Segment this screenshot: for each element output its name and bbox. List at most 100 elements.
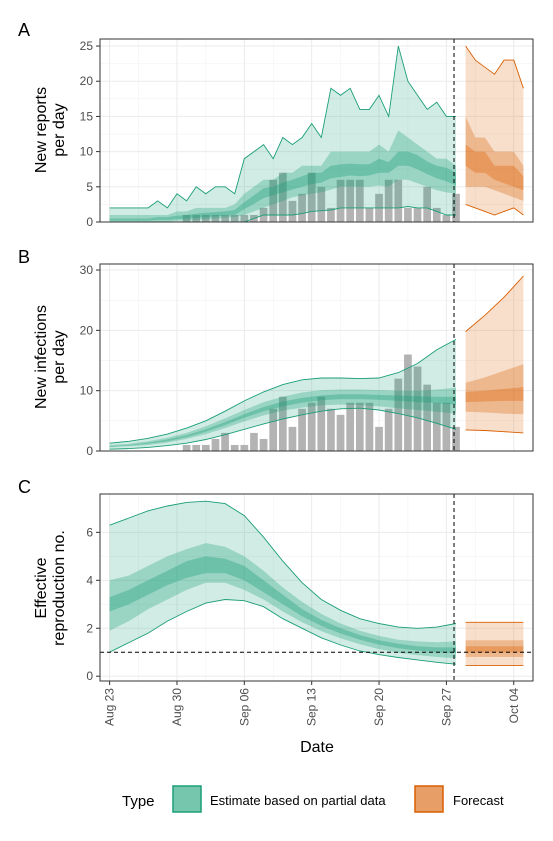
x-tick-label: Sep 06: [237, 688, 251, 726]
observed-bar: [288, 426, 297, 451]
estimate-upper-line: [109, 339, 457, 444]
forecast-band-50: [465, 640, 524, 657]
forecast-band-90: [465, 46, 524, 215]
observed-bar: [365, 402, 374, 451]
observed-bar: [230, 444, 239, 451]
estimate-band-90: [109, 501, 456, 665]
observed-bar: [432, 207, 441, 222]
estimate-band-90: [109, 46, 456, 222]
observed-bar: [384, 179, 393, 222]
x-tick-label: Sep 27: [439, 688, 453, 726]
y-axis-title-line: per day: [51, 330, 68, 383]
forecast-band-90: [465, 622, 524, 666]
y-axis-title-line: reproduction no.: [51, 530, 68, 646]
legend-title: Type: [122, 793, 155, 810]
estimate-upper-line: [109, 45, 456, 209]
y-tick-label: 15: [80, 109, 94, 123]
panel-letter-A: A: [18, 20, 30, 40]
forecast-upper-line: [465, 45, 524, 89]
estimate-lower-line: [109, 407, 457, 450]
observed-bar: [327, 207, 335, 222]
estimate-upper-line: [109, 500, 457, 629]
forecast-band-20: [465, 387, 524, 403]
observed-bar: [346, 179, 355, 222]
y-tick-label: 20: [80, 74, 94, 88]
observed-bar: [394, 179, 403, 222]
estimate-band-50: [109, 130, 456, 222]
estimate-band-20: [109, 151, 456, 221]
y-axis-title-line: New reports: [33, 87, 50, 173]
observed-bar: [307, 172, 316, 222]
observed-bar: [230, 214, 239, 222]
legend-label-forecast: Forecast: [453, 793, 504, 808]
observed-bar: [221, 214, 229, 222]
observed-bar: [269, 179, 278, 222]
observed-bar: [336, 179, 345, 222]
observed-bar: [394, 378, 403, 451]
observed-bar: [307, 402, 316, 451]
y-tick-label: 0: [86, 669, 93, 683]
observed-bar: [298, 408, 306, 451]
legend: Type Estimate based on partial data Fore…: [122, 785, 504, 813]
forecast-band-50: [465, 364, 524, 415]
observed-bar: [240, 444, 249, 451]
observed-bar: [423, 384, 432, 451]
observed-bar: [375, 426, 383, 451]
x-axis-title: Date: [300, 739, 334, 756]
observed-bar: [192, 214, 201, 222]
x-tick-label: Sep 20: [372, 688, 386, 726]
observed-bar: [317, 396, 326, 451]
estimate-band-50: [109, 543, 456, 659]
estimate-band-90: [109, 339, 456, 450]
observed-bar: [182, 444, 191, 451]
x-tick-label: Oct 04: [507, 688, 521, 724]
observed-bar: [423, 186, 432, 222]
forecast-band-20: [465, 144, 524, 191]
y-tick-label: 10: [80, 384, 94, 398]
observed-bar: [278, 172, 287, 222]
observed-bar: [384, 408, 393, 451]
observed-bar: [192, 444, 201, 451]
observed-bar: [413, 366, 422, 451]
observed-bar: [298, 193, 306, 222]
observed-bar: [182, 214, 191, 222]
y-tick-label: 2: [86, 621, 93, 635]
y-tick-label: 6: [86, 525, 93, 539]
y-tick-label: 0: [86, 444, 93, 458]
forecast-lower-line: [465, 203, 524, 216]
panel-border: [99, 493, 534, 682]
observed-bar: [211, 438, 220, 451]
x-tick-label: Aug 30: [170, 688, 184, 726]
x-tick-label: Sep 13: [305, 688, 319, 726]
observed-bar: [201, 214, 210, 222]
x-axis-ticks: Aug 23 Aug 30 Sep 06 Sep 13 Sep 20 Sep 27 Oct …: [103, 681, 521, 726]
forecast-band-20: [465, 646, 524, 653]
observed-bar: [288, 200, 297, 222]
observed-bar: [336, 414, 345, 451]
y-tick-label: 5: [86, 180, 93, 194]
forecast-lower-line: [465, 429, 524, 434]
y-tick-label: 30: [80, 263, 94, 277]
observed-bar: [346, 402, 355, 451]
observed-bar: [221, 432, 229, 451]
observed-bar: [317, 186, 326, 222]
observed-bar: [259, 438, 268, 451]
observed-bar: [327, 408, 335, 451]
y-axis-title: New infectionsper day: [33, 305, 68, 409]
x-tick-label: Aug 23: [103, 688, 117, 726]
legend-key-forecast: [414, 785, 444, 813]
observed-bar: [201, 444, 210, 451]
observed-bar: [442, 214, 451, 222]
y-tick-label: 10: [80, 145, 94, 159]
y-tick-label: 20: [80, 323, 94, 337]
panel-border: [99, 263, 534, 452]
legend-label-estimate: Estimate based on partial data: [210, 793, 386, 808]
panel-letter-C: C: [18, 477, 31, 497]
y-axis-title-line: New infections: [33, 305, 50, 409]
forecast-band-90: [465, 276, 524, 433]
observed-bar: [240, 214, 249, 222]
observed-bar: [250, 432, 258, 451]
observed-bar: [211, 214, 220, 222]
y-axis-title-line: Effective: [33, 557, 50, 618]
